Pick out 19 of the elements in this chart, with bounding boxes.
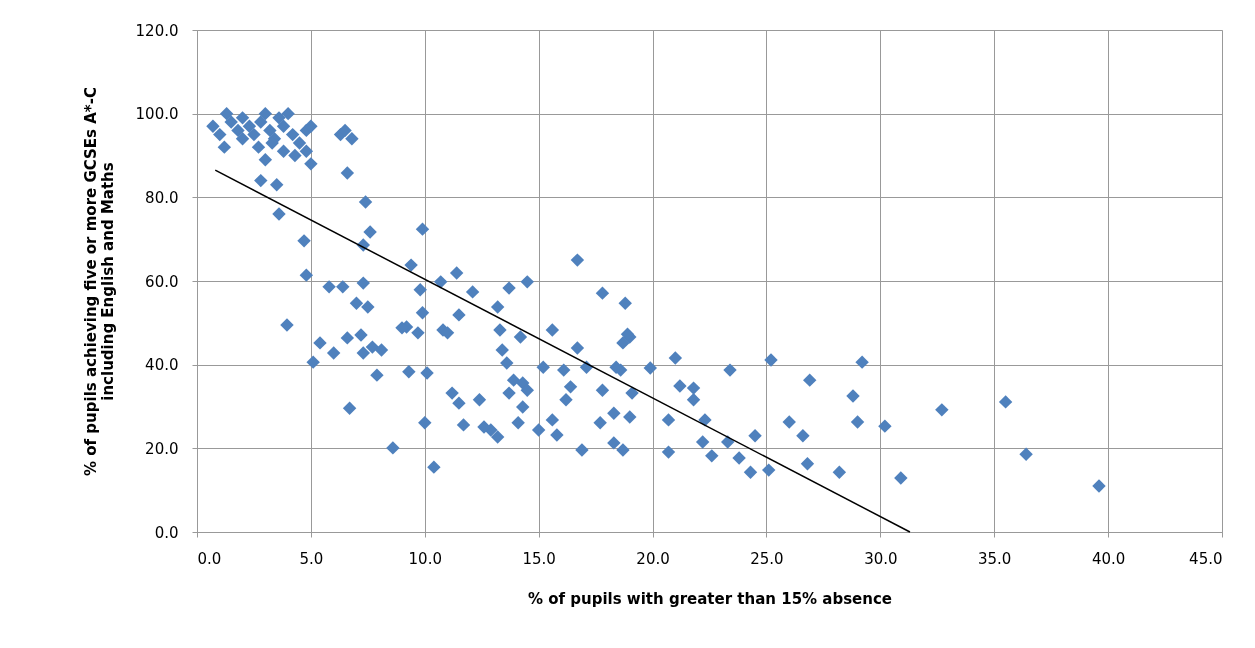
- x-axis-title: % of pupils with greater than 15% absence: [527, 589, 893, 608]
- x-tick-label: 10.0: [408, 549, 442, 568]
- y-tick-label: 100.0: [135, 105, 179, 124]
- y-tick-label: 40.0: [145, 356, 179, 375]
- x-tick-label: 25.0: [750, 549, 784, 568]
- y-tick-label: 120.0: [135, 21, 179, 40]
- x-tick-label: 40.0: [1091, 549, 1126, 568]
- y-tick-label: 80.0: [145, 188, 179, 207]
- x-tick-label: 35.0: [978, 549, 1012, 568]
- x-tick-label: 15.0: [522, 549, 556, 568]
- x-tick-label: 0.0: [197, 549, 222, 568]
- y-tick-label: 60.0: [145, 272, 179, 291]
- x-tick-label: 5.0: [299, 549, 324, 568]
- x-tick-label: 20.0: [636, 549, 670, 568]
- y-axis-title: % of pupils achieving five or more GCSEs A*-C including English and Maths: [81, 87, 117, 476]
- x-tick-label: 30.0: [864, 549, 898, 568]
- y-tick-label: 20.0: [145, 439, 179, 458]
- x-tick-label: 45.0: [1189, 549, 1223, 568]
- y-tick-label: 0.0: [154, 523, 179, 542]
